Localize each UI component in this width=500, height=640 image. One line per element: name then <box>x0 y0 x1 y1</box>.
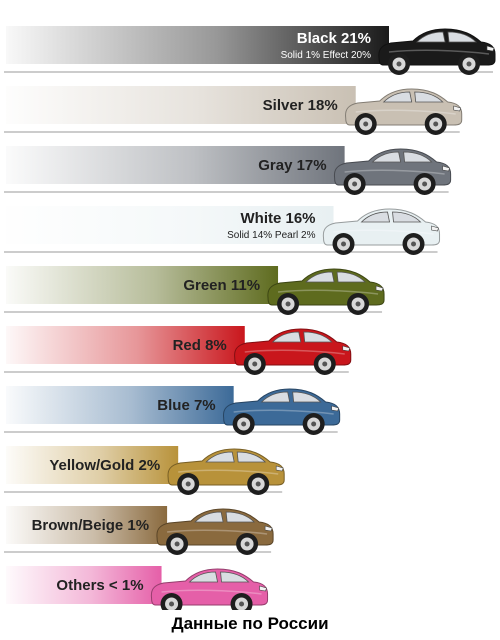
car-icon-1 <box>4 88 463 135</box>
bar-1 <box>6 86 356 124</box>
bar-9 <box>6 566 162 604</box>
car-icon-7 <box>4 448 285 495</box>
bar-2 <box>6 146 345 184</box>
car-color-chart: Black 21% Solid 1% Effect 20% Silver 18% Gr… <box>4 26 496 610</box>
bar-label-0: Black 21% <box>297 30 371 47</box>
car-icon-9 <box>150 568 269 610</box>
bar-4 <box>6 266 279 304</box>
bar-0 <box>6 26 389 64</box>
car-icon-4 <box>4 268 385 315</box>
bar-sublabel-3: Solid 14% Pearl 2% <box>227 230 315 241</box>
bar-6 <box>6 386 234 424</box>
car-icon-3 <box>4 208 441 255</box>
bar-sublabel-0: Solid 1% Effect 20% <box>281 50 372 61</box>
bar-5 <box>6 326 245 364</box>
bar-label-3: White 16% <box>241 210 316 227</box>
car-icon-5 <box>4 328 352 375</box>
bar-label-6: Blue 7% <box>157 397 215 414</box>
car-icon-0 <box>4 28 496 75</box>
bar-3 <box>6 206 334 244</box>
chart-caption: Данные по России <box>171 614 329 633</box>
bar-7 <box>6 446 179 484</box>
car-icon-6 <box>4 388 341 435</box>
bar-label-2: Gray 17% <box>258 157 326 174</box>
car-icon-2 <box>4 148 452 195</box>
bar-label-5: Red 8% <box>173 337 227 354</box>
bar-label-4: Green 11% <box>183 277 260 294</box>
bar-label-1: Silver 18% <box>263 97 338 114</box>
bar-label-7: Yellow/Gold 2% <box>49 457 160 474</box>
bar-label-8: Brown/Beige 1% <box>32 517 150 534</box>
car-icon-8 <box>4 508 274 555</box>
bar-8 <box>6 506 168 544</box>
bar-label-9: Others < 1% <box>56 577 143 594</box>
